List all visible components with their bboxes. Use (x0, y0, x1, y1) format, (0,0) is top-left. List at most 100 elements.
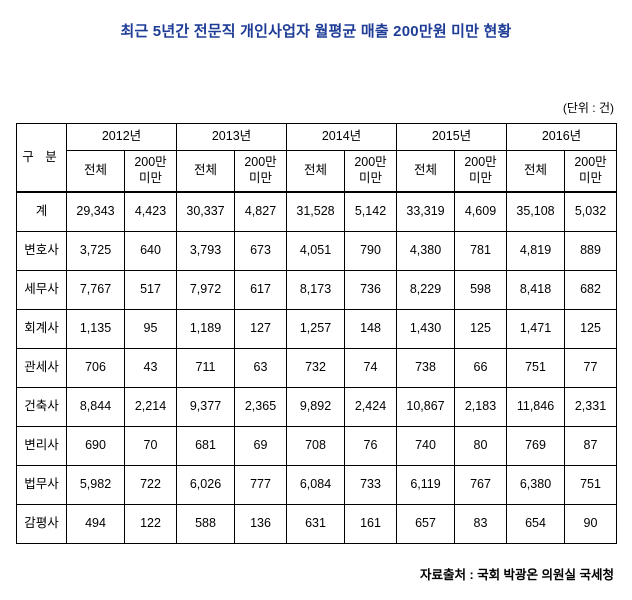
table-cell: 125 (564, 309, 617, 349)
table-cell: 8,229 (396, 270, 455, 310)
year-header: 2013년 (176, 123, 287, 151)
table-cell: 494 (66, 504, 125, 544)
subheader-total: 전체 (506, 150, 565, 193)
table-cell: 74 (344, 348, 397, 388)
table-cell: 90 (564, 504, 617, 544)
subheader-row: 전체 200만 미만 전체 200만 미만 전체 200만 미만 전체 200만… (17, 150, 617, 193)
table-row: 세무사 7,767 517 7,972 617 8,173 736 8,229 598 8,418… (16, 270, 617, 310)
table-cell: 30,337 (176, 191, 235, 232)
table-cell: 76 (344, 426, 397, 466)
table-cell: 708 (286, 426, 345, 466)
table-cell: 4,827 (234, 191, 287, 232)
table-cell: 769 (506, 426, 565, 466)
table-cell: 681 (176, 426, 235, 466)
table-cell: 722 (124, 465, 177, 505)
table-cell: 83 (454, 504, 507, 544)
table-cell: 2,214 (124, 387, 177, 427)
unit-label: (단위 : 건) (562, 101, 614, 115)
table-cell: 29,343 (66, 191, 125, 232)
table-cell: 136 (234, 504, 287, 544)
table-cell: 31,528 (286, 191, 345, 232)
table-cell: 3,793 (176, 231, 235, 271)
table-body: 계 29,343 4,423 30,337 4,827 31,528 5,142 33,319… (16, 191, 617, 544)
page: 최근 5년간 전문직 개인사업자 월평균 매출 200만원 미만 현황 (단위 … (16, 0, 617, 583)
table-row: 변호사 3,725 640 3,793 673 4,051 790 4,380 781 4,819… (16, 231, 617, 271)
year-header: 2016년 (506, 123, 617, 151)
table-cell: 35,108 (506, 191, 565, 232)
table-cell: 7,972 (176, 270, 235, 310)
table-cell: 517 (124, 270, 177, 310)
table-header: 구 분 2012년 2013년 2014년 2015년 2016년 전체 200… (16, 123, 617, 193)
table-cell: 2,365 (234, 387, 287, 427)
data-table: 구 분 2012년 2013년 2014년 2015년 2016년 전체 200… (16, 123, 617, 544)
table-row: 법무사 5,982 722 6,026 777 6,084 733 6,119 767 6,380… (16, 465, 617, 505)
year-header: 2012년 (66, 123, 177, 151)
table-cell: 4,423 (124, 191, 177, 232)
table-cell: 11,846 (506, 387, 565, 427)
table-cell: 5,142 (344, 191, 397, 232)
table-cell: 6,026 (176, 465, 235, 505)
table-cell: 673 (234, 231, 287, 271)
table-cell: 2,331 (564, 387, 617, 427)
table-cell: 790 (344, 231, 397, 271)
table-row: 건축사 8,844 2,214 9,377 2,365 9,892 2,424 10,867 2… (16, 387, 617, 427)
table-cell: 738 (396, 348, 455, 388)
table-cell: 690 (66, 426, 125, 466)
table-cell: 77 (564, 348, 617, 388)
subheader-under-200: 200만 미만 (344, 150, 397, 193)
table-cell: 598 (454, 270, 507, 310)
subheader-total: 전체 (66, 150, 125, 193)
subheader-under-200: 200만 미만 (454, 150, 507, 193)
table-cell: 6,119 (396, 465, 455, 505)
table-cell: 1,135 (66, 309, 125, 349)
table-cell: 2,424 (344, 387, 397, 427)
table-cell: 617 (234, 270, 287, 310)
table-cell: 781 (454, 231, 507, 271)
table-cell: 6,380 (506, 465, 565, 505)
table-cell: 736 (344, 270, 397, 310)
table-cell: 1,471 (506, 309, 565, 349)
table-cell: 66 (454, 348, 507, 388)
table-cell: 122 (124, 504, 177, 544)
table-cell: 127 (234, 309, 287, 349)
table-cell: 3,725 (66, 231, 125, 271)
table-cell: 10,867 (396, 387, 455, 427)
table-cell: 148 (344, 309, 397, 349)
table-row: 회계사 1,135 95 1,189 127 1,257 148 1,430 125 1,471 1… (16, 309, 617, 349)
table-cell: 1,430 (396, 309, 455, 349)
table-cell: 161 (344, 504, 397, 544)
row-label: 감평사 (16, 504, 67, 544)
table-cell: 751 (506, 348, 565, 388)
table-cell: 4,819 (506, 231, 565, 271)
table-cell: 80 (454, 426, 507, 466)
table-cell: 8,844 (66, 387, 125, 427)
table-row: 감평사 494 122 588 136 631 161 657 83 654 90 (16, 504, 617, 544)
table-cell: 588 (176, 504, 235, 544)
table-row: 계 29,343 4,423 30,337 4,827 31,528 5,142 33,319… (16, 191, 617, 232)
subheader-total: 전체 (286, 150, 345, 193)
table-cell: 9,892 (286, 387, 345, 427)
table-cell: 732 (286, 348, 345, 388)
row-label: 세무사 (16, 270, 67, 310)
table-cell: 95 (124, 309, 177, 349)
table-cell: 9,377 (176, 387, 235, 427)
subheader-under-200: 200만 미만 (234, 150, 287, 193)
table-cell: 654 (506, 504, 565, 544)
table-cell: 657 (396, 504, 455, 544)
page-title: 최근 5년간 전문직 개인사업자 월평균 매출 200만원 미만 현황 (120, 23, 512, 40)
table-cell: 5,982 (66, 465, 125, 505)
row-label: 법무사 (16, 465, 67, 505)
table-row: 변리사 690 70 681 69 708 76 740 80 769 87 (16, 426, 617, 466)
table-cell: 4,051 (286, 231, 345, 271)
table-cell: 33,319 (396, 191, 455, 232)
table-cell: 6,084 (286, 465, 345, 505)
table-cell: 631 (286, 504, 345, 544)
source-note: 자료출처 : 국회 박광온 의원실 국세청 (419, 568, 614, 582)
table-cell: 125 (454, 309, 507, 349)
table-cell: 43 (124, 348, 177, 388)
table-cell: 2,183 (454, 387, 507, 427)
row-label: 변호사 (16, 231, 67, 271)
table-cell: 751 (564, 465, 617, 505)
row-label: 계 (16, 191, 67, 232)
table-cell: 767 (454, 465, 507, 505)
